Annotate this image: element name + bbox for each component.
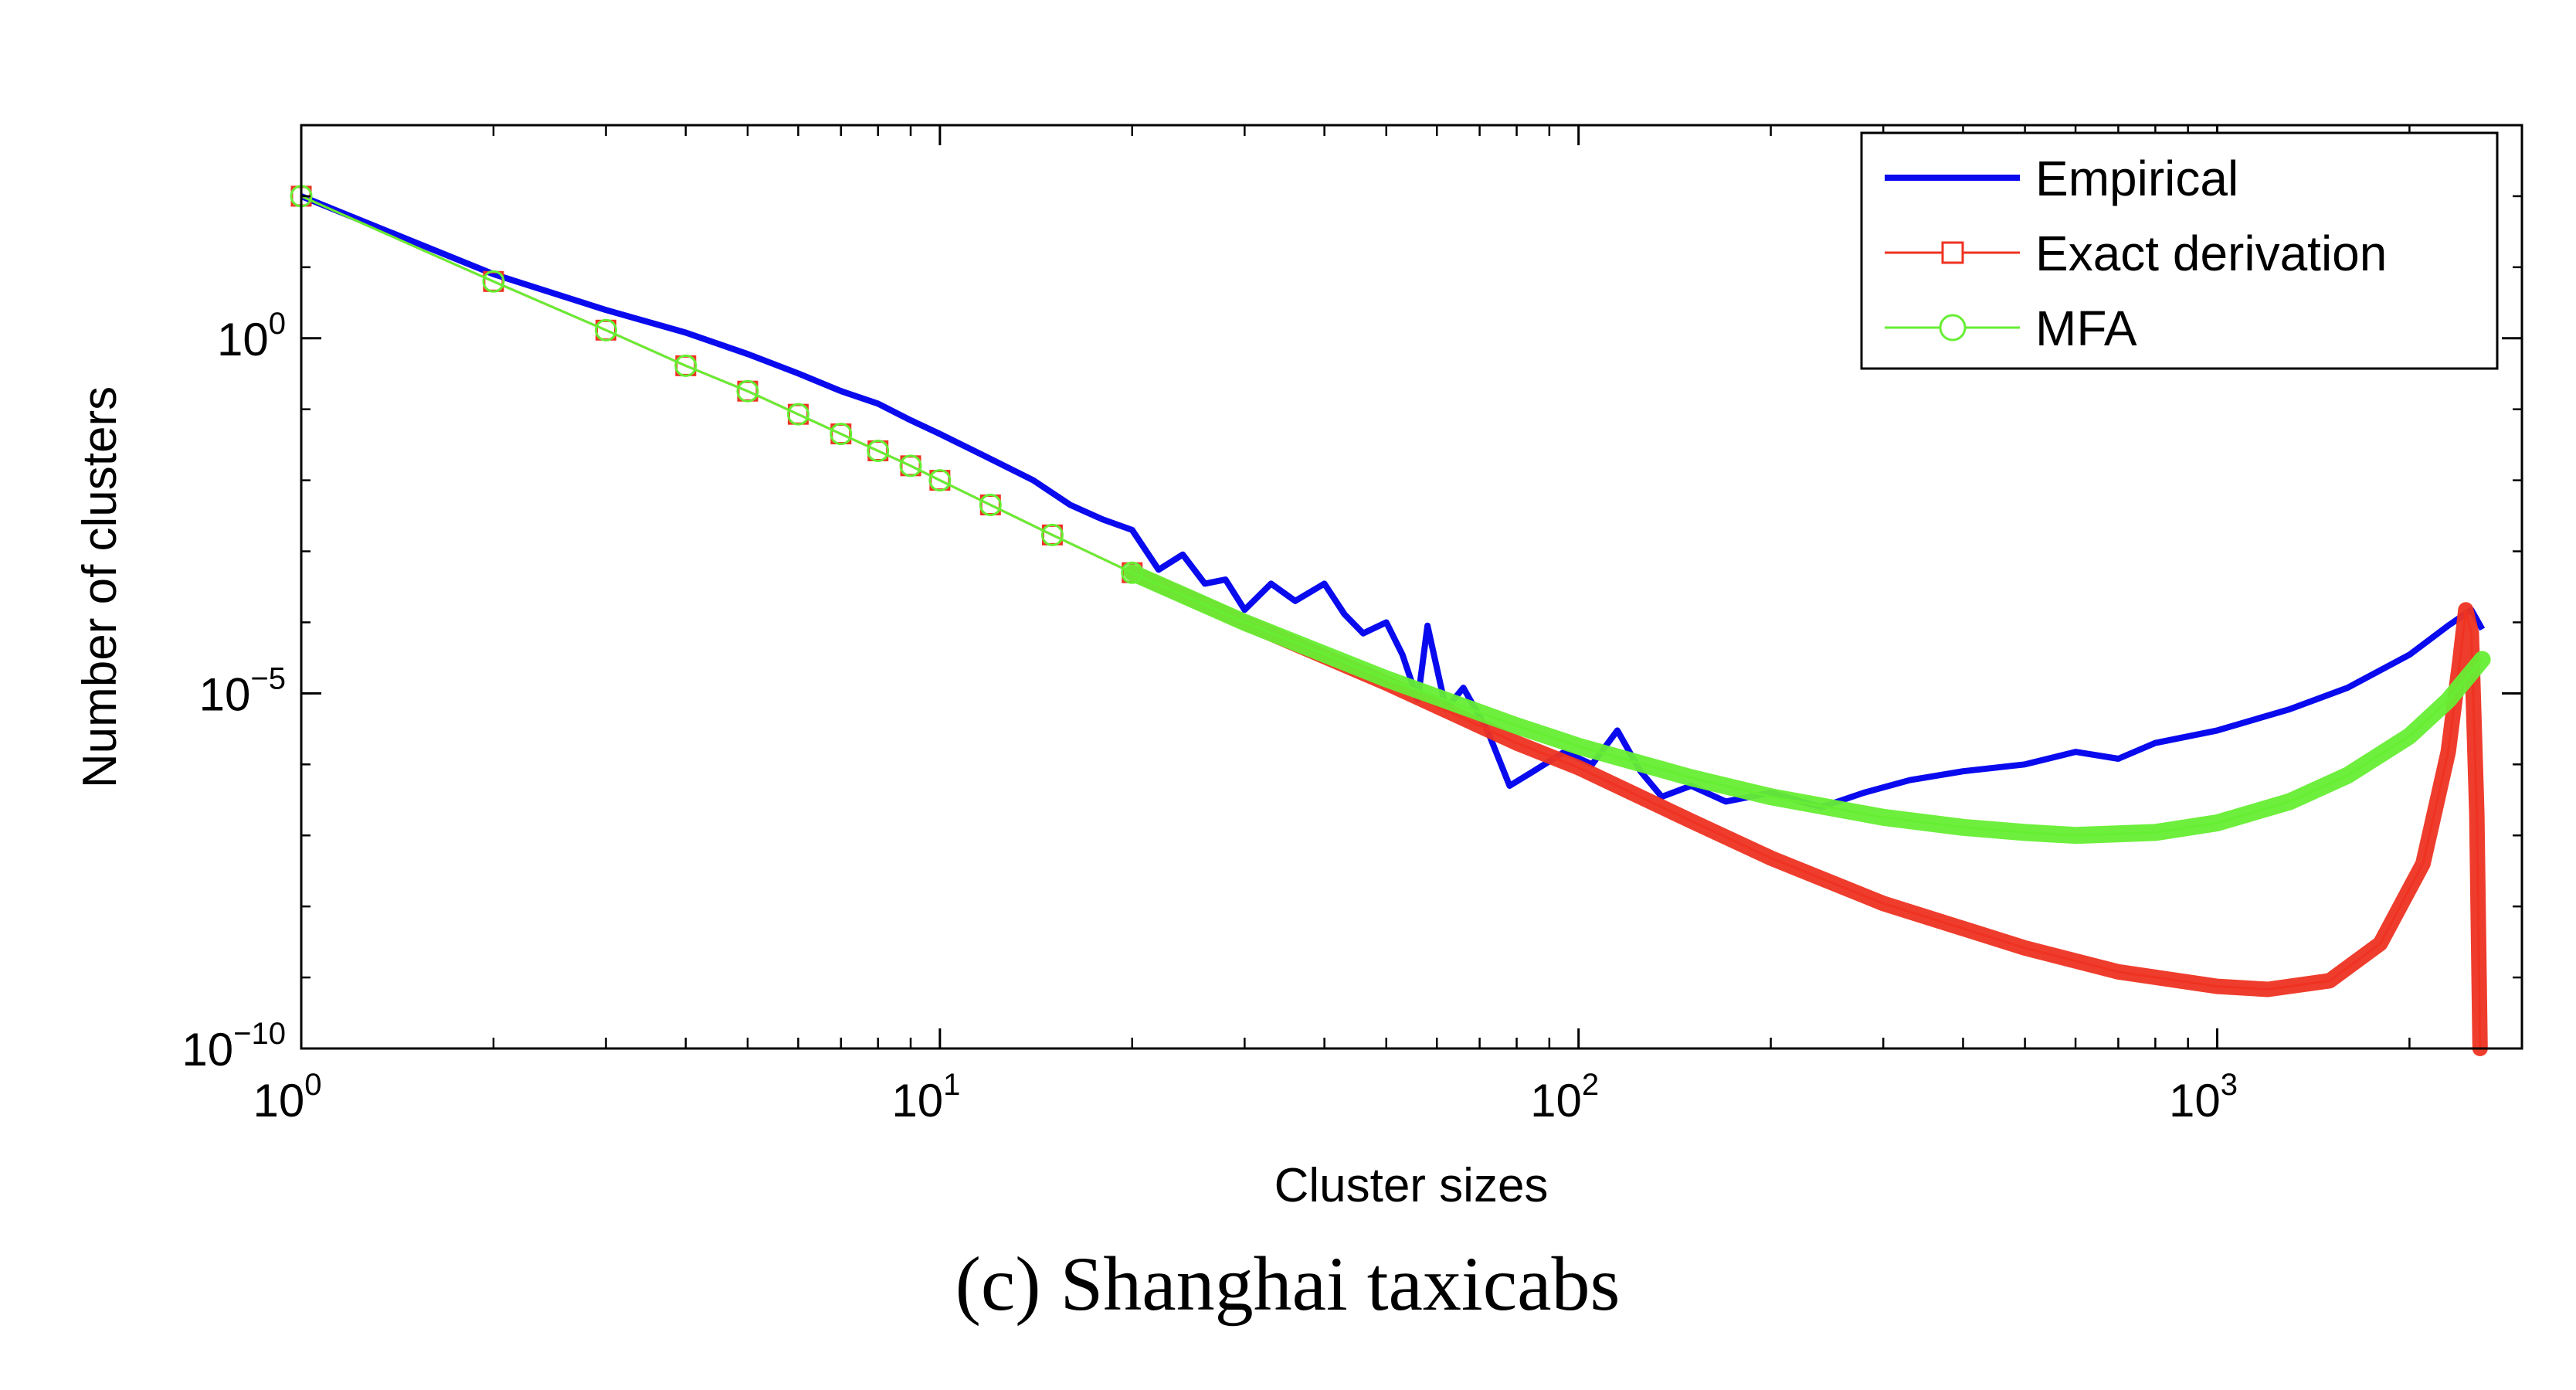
data-point [979,493,1002,516]
y-axis-title: Number of clusters [73,386,127,788]
legend-label: Empirical [2035,151,2238,206]
data-point [786,403,809,426]
y-axis: 100 10−5 10−10 [182,124,2522,1076]
data-point [674,354,697,377]
x-tick-label: 102 [1530,1068,1599,1127]
data-point [736,379,759,403]
data-point [594,318,617,342]
y-tick-label: 100 [217,307,286,365]
series-mfa [290,185,2491,845]
data-point [1121,561,1144,584]
data-point [928,469,952,492]
legend: Empirical Exact derivation MFA [1860,131,2499,370]
legend-item: Exact derivation [1885,226,2387,281]
legend-label: Exact derivation [2035,226,2387,281]
data-point [1040,523,1064,546]
series-marker-band [1123,564,2491,845]
data-point [830,423,853,446]
legend-marker [1941,241,1964,264]
legend-marker [1939,314,1967,342]
series-marker-band [1124,565,2488,1056]
legend-item: Empirical [1885,151,2238,206]
data-point [899,454,922,477]
legend-label: MFA [2035,301,2137,356]
plot-area-frame [300,124,2523,1050]
x-axis: 100 101 102 103 [253,125,2523,1127]
x-axis-title: Cluster sizes [1274,1159,1549,1212]
y-tick-label: 10−10 [182,1017,286,1076]
legend-box [1860,131,2499,370]
series-layer [290,185,2491,1056]
x-tick-label: 103 [2169,1068,2238,1127]
x-tick-label: 101 [891,1068,960,1127]
series-empirical [300,193,2486,811]
data-point [867,439,890,462]
data-point [482,270,505,293]
legend-item: MFA [1885,301,2137,356]
figure-caption: (c) Shanghai taxicabs [955,1241,1621,1327]
x-tick-label: 100 [253,1068,322,1127]
series-line [300,193,2486,811]
y-tick-label: 10−5 [199,661,286,720]
